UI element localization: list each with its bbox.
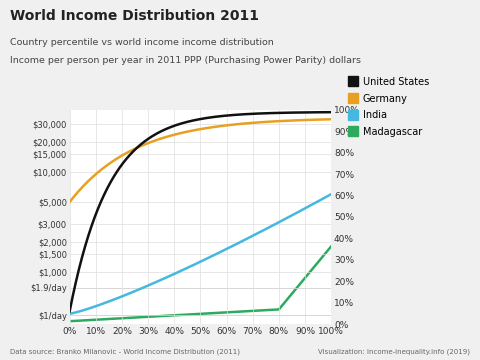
Text: Income per person per year in 2011 PPP (Purchasing Power Parity) dollars: Income per person per year in 2011 PPP (… xyxy=(10,56,360,65)
Text: World Income Distribution 2011: World Income Distribution 2011 xyxy=(10,9,259,23)
Text: Data source: Branko Milanovic - World Income Distribution (2011): Data source: Branko Milanovic - World In… xyxy=(10,348,240,355)
Legend: United States, Germany, India, Madagascar: United States, Germany, India, Madagasca… xyxy=(348,77,429,137)
Text: Visualization: income-inequality.info (2019): Visualization: income-inequality.info (2… xyxy=(318,348,470,355)
Text: Country percentile vs world income income distribution: Country percentile vs world income incom… xyxy=(10,38,273,47)
